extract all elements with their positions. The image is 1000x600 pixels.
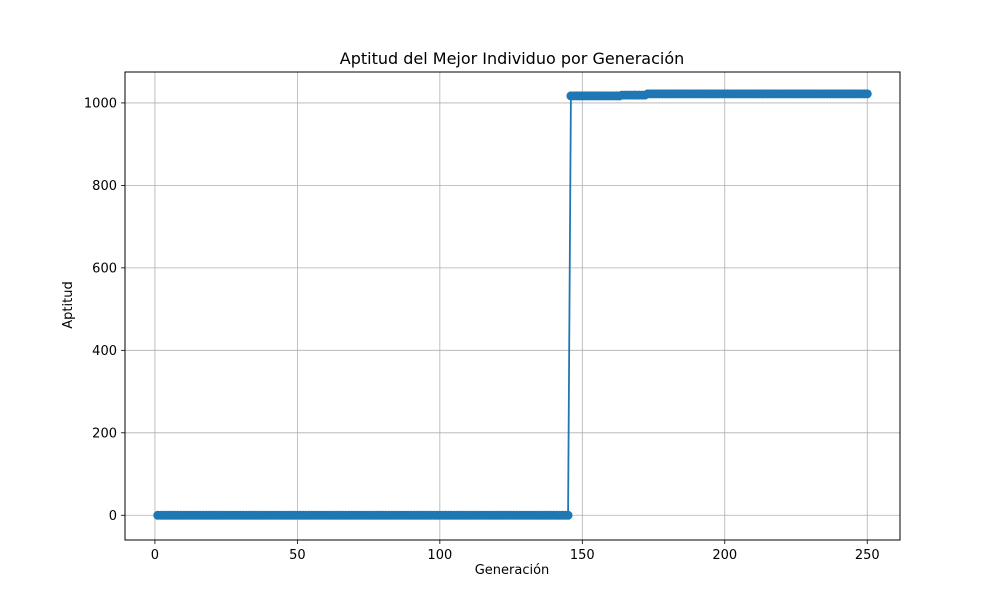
axis-ticks: 0 50 100 150 200 250 0 200 400 600 800 1000 <box>84 96 880 563</box>
x-tick-label: 0 <box>151 548 159 563</box>
y-tick-label: 600 <box>92 261 117 276</box>
data-point <box>862 89 872 99</box>
x-tick-label: 250 <box>855 548 880 563</box>
y-tick-label: 400 <box>92 344 117 359</box>
x-tick-label: 50 <box>289 548 306 563</box>
y-tick-label: 1000 <box>84 96 117 111</box>
y-axis-label: Aptitud <box>61 281 76 328</box>
grid <box>125 72 900 540</box>
data-point <box>563 510 573 520</box>
x-tick-label: 150 <box>570 548 595 563</box>
series-fitness <box>153 89 872 520</box>
x-tick-label: 100 <box>427 548 452 563</box>
y-tick-label: 200 <box>92 426 117 441</box>
x-tick-label: 200 <box>712 548 737 563</box>
plot-frame <box>124 71 901 541</box>
y-tick-label: 0 <box>109 509 117 524</box>
chart-title: Aptitud del Mejor Individuo por Generaci… <box>340 49 685 68</box>
x-axis-label: Generación <box>475 563 550 578</box>
y-tick-label: 800 <box>92 179 117 194</box>
